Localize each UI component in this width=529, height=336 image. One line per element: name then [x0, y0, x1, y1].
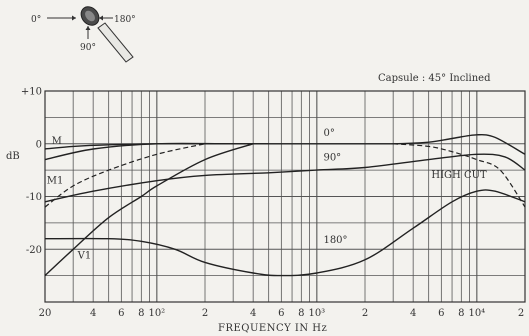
series-line-m: [44, 143, 269, 150]
x-tick-label: 10⁴: [468, 308, 485, 319]
x-tick-label: 6: [118, 308, 124, 319]
x-axis-label: FREQUENCY IN Hz: [218, 323, 327, 334]
x-tick-label: 8: [138, 308, 144, 319]
arrowhead-90: [85, 26, 91, 30]
curve-label: V1: [77, 251, 92, 262]
x-tick-label: 6: [438, 308, 444, 319]
microphone-diagram: 0° 180° 90°: [31, 6, 136, 63]
arrowhead-0: [72, 15, 76, 21]
x-tick-label: 8: [298, 308, 304, 319]
y-tick-label: 0: [36, 139, 42, 150]
x-tick-label: 10²: [148, 308, 165, 319]
plot-frame: [44, 90, 526, 303]
inset-label-0: 0°: [31, 15, 41, 25]
x-tick-label: 2: [362, 308, 368, 319]
y-axis-ticks: +10 0 -10 -20: [21, 87, 42, 256]
series-line-v1: [44, 143, 254, 277]
x-tick-label: 6: [278, 308, 284, 319]
inset-label-90: 90°: [80, 43, 96, 53]
x-tick-label: 4: [250, 308, 256, 319]
series-line-m1: [44, 143, 206, 208]
chart-annotation: Capsule : 45° Inclined: [378, 73, 491, 84]
curve-labels: 0° 90° 180° HIGH CUT M M1 V1: [47, 128, 487, 262]
y-tick-label: -10: [26, 192, 42, 203]
curve-label: 90°: [323, 153, 341, 164]
x-tick-label: 4: [90, 308, 96, 319]
inset-label-180: 180°: [114, 15, 136, 25]
x-tick-label: 2: [518, 308, 524, 319]
x-tick-label: 4: [410, 308, 416, 319]
y-tick-label: +10: [21, 87, 42, 98]
curve-label: M1: [47, 175, 64, 186]
response-curves: [44, 133, 526, 277]
x-tick-label: 8: [458, 308, 464, 319]
y-tick-label: -20: [26, 245, 42, 256]
series-line-180-deg: [44, 189, 526, 277]
curve-label: M: [52, 136, 62, 147]
x-tick-label: 10³: [308, 308, 325, 319]
curve-label: HIGH CUT: [431, 170, 487, 181]
series-line-90-deg: [44, 153, 526, 203]
y-axis-label: dB: [6, 151, 20, 162]
x-tick-label: 2: [202, 308, 208, 319]
x-tick-label: 20: [39, 308, 52, 319]
microphone-icon: [80, 6, 134, 63]
x-axis-ticks: 20 4 6 8 10² 2 4 6 8 10³ 2 4 6 8 10⁴ 2: [39, 308, 525, 319]
curve-label: 180°: [323, 235, 347, 246]
chart-grid: [44, 90, 526, 303]
curve-label: 0°: [323, 128, 334, 139]
arrowhead-180: [99, 15, 103, 21]
